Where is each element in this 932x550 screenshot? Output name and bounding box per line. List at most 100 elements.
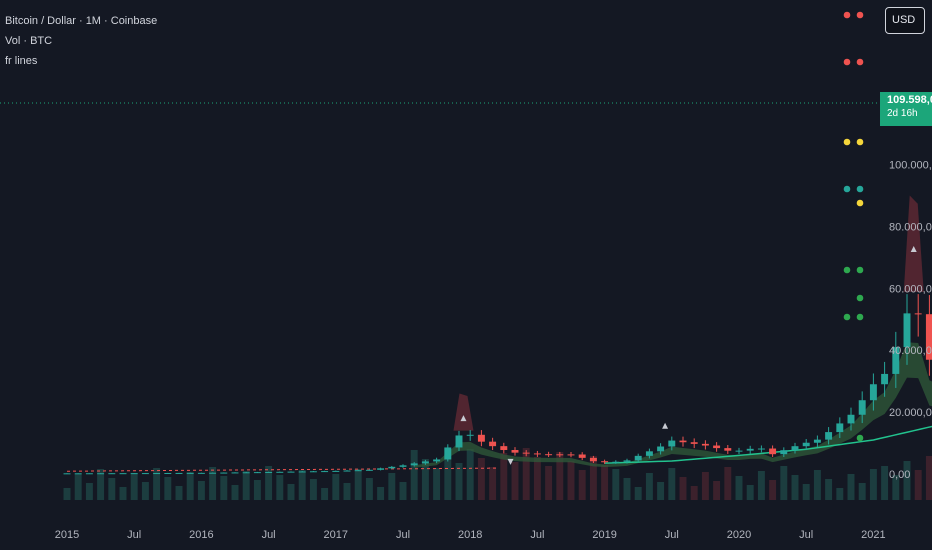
candle-body [780, 450, 788, 455]
volume-bar [164, 477, 172, 500]
status-dot [856, 11, 864, 19]
candle-body [836, 423, 844, 433]
candle-body [657, 446, 665, 452]
volume-bar [645, 473, 653, 500]
volume-bar [354, 469, 362, 500]
volume-bar [746, 485, 754, 500]
volume-bar [141, 482, 149, 500]
candle-body [231, 472, 239, 474]
volume-bar [108, 478, 116, 500]
candle-body [388, 466, 396, 469]
candle-body [287, 471, 295, 473]
candle-body [802, 442, 810, 447]
volume-bar [511, 462, 519, 500]
volume-bar [421, 459, 429, 500]
candle-body [757, 448, 765, 450]
volume-bar [780, 466, 788, 500]
volume-bar [724, 467, 732, 500]
volume-bar [130, 473, 138, 500]
candle-body [399, 465, 407, 467]
volume-bar [153, 468, 161, 500]
x-tick-label: Jul [530, 529, 544, 541]
volume-bar [578, 470, 586, 500]
candle-body [735, 450, 743, 452]
volume-bar [914, 470, 922, 500]
chart-title: Bitcoin / Dollar · 1M · Coinbase [5, 15, 158, 27]
candle-body [556, 454, 564, 456]
ma-line [604, 425, 932, 464]
candle-countdown: 2d 16h [887, 108, 918, 119]
volume-bar [836, 488, 844, 500]
status-dot [856, 138, 864, 146]
volume-bar [74, 474, 82, 500]
x-tick-label: 2019 [592, 529, 616, 541]
volume-bar [735, 476, 743, 500]
indicator-legend[interactable]: fr lines [5, 55, 38, 67]
candle-body [130, 473, 138, 475]
volume-bar [119, 487, 127, 500]
candle-body [578, 454, 586, 458]
band-spike [903, 195, 924, 293]
candle-body [858, 400, 866, 415]
candle-body [209, 472, 217, 474]
y-tick-label: 100.000,00 [889, 160, 932, 172]
candle-body [847, 414, 855, 424]
volume-bar [220, 476, 228, 500]
volume-bar [489, 467, 497, 500]
candle-body [769, 448, 777, 455]
volume-legend[interactable]: Vol · BTC [5, 35, 53, 47]
volume-bar [186, 472, 194, 500]
volume-bar [813, 470, 821, 500]
volume-bar [757, 471, 765, 500]
volume-bar [881, 466, 889, 500]
volume-bar [567, 461, 575, 500]
candle-body [321, 471, 329, 473]
volume-bar [791, 475, 799, 500]
volume-bar [802, 484, 810, 500]
candle-body [601, 461, 609, 463]
y-tick-label: 80.000,00 [889, 221, 932, 233]
volume-bar [713, 481, 721, 500]
signal-up-marker [662, 422, 669, 429]
status-dot [856, 185, 864, 193]
status-dot [856, 434, 864, 442]
volume-bar [847, 474, 855, 500]
volume-bar [925, 456, 932, 500]
x-tick-label: Jul [665, 529, 679, 541]
volume-bar [175, 486, 183, 500]
volume-bar [321, 488, 329, 500]
signal-up-marker [910, 245, 917, 252]
volume-bar [276, 475, 284, 500]
y-tick-label: 0,00 [889, 469, 910, 481]
status-dot [856, 199, 864, 207]
candle-body [85, 473, 93, 475]
volume-bar [601, 465, 609, 500]
candle-body [332, 470, 340, 472]
moving-average [66, 425, 932, 472]
volume-bar [533, 457, 541, 500]
candle-body [343, 470, 351, 472]
volume-bar [455, 463, 463, 500]
last-price-value: 109.598,01 [887, 94, 932, 106]
x-tick-label: Jul [799, 529, 813, 541]
candle-body [466, 434, 474, 436]
volume-bar [197, 481, 205, 500]
volume-bar [388, 473, 396, 500]
volume-bar [612, 469, 620, 500]
status-dot [856, 58, 864, 66]
y-tick-label: 60.000,00 [889, 283, 932, 295]
status-dot [843, 185, 851, 193]
candle-body [881, 373, 889, 385]
volume-bar [668, 468, 676, 500]
currency-button[interactable]: USD [885, 7, 925, 34]
candles [63, 294, 932, 475]
candle-body [869, 384, 877, 401]
volume-bar [343, 483, 351, 500]
candle-body [713, 445, 721, 449]
x-tick-label: 2018 [458, 529, 482, 541]
volume-bar [242, 471, 250, 500]
candle-body [164, 472, 172, 474]
candle-body [511, 450, 519, 453]
candle-body [175, 472, 183, 474]
